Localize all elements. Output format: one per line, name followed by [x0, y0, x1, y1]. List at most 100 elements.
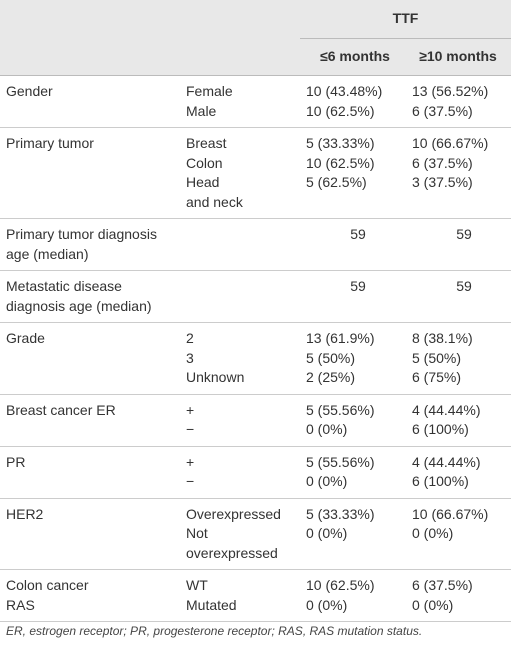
row-item: +5 (55.56%) 4 (44.44%) — [0, 401, 511, 421]
label-line: Primary tumor — [6, 135, 94, 151]
row-item: +5 (55.56%) 4 (44.44%) — [0, 453, 511, 473]
row-item: 59 59 — [0, 277, 511, 316]
sub-label: Head and neck — [186, 173, 301, 212]
cell-value: 13 (61.9%) — [306, 330, 375, 346]
cell-value: 6 (37.5%) — [412, 102, 473, 119]
row-item: − 0 (0%) 6 (100%) — [0, 420, 511, 440]
sub-label: Female — [186, 82, 301, 102]
cell-value: 3 (37.5%) — [412, 174, 473, 190]
sub-label: + — [186, 401, 301, 421]
label-line: Colon cancer — [6, 577, 89, 593]
sub-line: Breast — [186, 135, 227, 151]
label-line: RAS — [6, 596, 35, 613]
sub-line: overexpressed — [186, 544, 278, 561]
cell-value: 5 (55.56%) — [306, 453, 375, 470]
row-item: Colon 10 (62.5%) 6 (37.5%) — [0, 154, 511, 174]
cell-value: 5 (50%) — [306, 349, 356, 366]
sub-label: − — [186, 420, 301, 440]
sub-line: 2 — [186, 330, 194, 346]
row-item: Unknown 2 (25%) 6 (75%) — [0, 368, 511, 388]
row-group: Grade 2 13 (61.9%) 8 (38.1%) 3 5 (50%) 5 (50%)… — [0, 323, 511, 395]
row-group: Colon cancer RAS WT 10 (62.5%) 6 (37.5%) Muta… — [0, 570, 511, 622]
cell-value: 6 (100%) — [412, 473, 469, 489]
row-label: Colon cancer RAS — [6, 576, 181, 615]
sub-line: WT — [186, 577, 208, 593]
cell-value: 5 (33.33%) — [306, 135, 375, 151]
cell-value: 10 (62.5%) — [306, 154, 375, 171]
row-group: Metastatic disease diagnosis age (median)… — [0, 271, 511, 323]
column-header: ≥10 months — [419, 48, 497, 64]
footnote: ER, estrogen receptor; PR, progesterone … — [6, 624, 423, 638]
cell-value: 4 (44.44%) — [412, 401, 481, 418]
sub-line: Overexpressed — [186, 505, 281, 522]
row-label: Metastatic disease diagnosis age (median) — [6, 277, 181, 316]
cell-value: 10 (66.67%) — [412, 505, 489, 522]
row-item: 3 5 (50%) 5 (50%) — [0, 349, 511, 369]
sub-line: + — [186, 401, 195, 418]
sub-label: Male — [186, 102, 301, 122]
row-label: Primary tumor — [6, 134, 181, 154]
row-label: HER2 — [6, 505, 181, 525]
row-item: Mutated 0 (0%) 0 (0%) — [0, 596, 511, 616]
row-group: Gender Female 10 (43.48%) 13 (56.52%) Male 10… — [0, 76, 511, 128]
sub-line: Not — [186, 525, 208, 541]
sub-label: − — [186, 472, 301, 492]
sub-line: − — [186, 473, 195, 489]
row-label: Grade — [6, 329, 181, 349]
cell-value: 4 (44.44%) — [412, 453, 481, 470]
cell-value: 13 (56.52%) — [412, 83, 489, 99]
row-label: Gender — [6, 82, 181, 102]
cell-value: 6 (37.5%) — [412, 577, 473, 593]
cell-value: 5 (50%) — [412, 349, 462, 366]
cell-value: 59 — [456, 278, 472, 294]
label-line: Gender — [6, 83, 53, 99]
row-item: 2 13 (61.9%) 8 (38.1%) — [0, 329, 511, 349]
sub-label: Breast — [186, 134, 301, 154]
label-line: Breast cancer ER — [6, 401, 116, 418]
label-line: Primary tumor diagnosis — [6, 226, 157, 242]
cell-value: 2 (25%) — [306, 369, 356, 385]
row-item: Not overexpressed 0 (0%) 0 (0%) — [0, 524, 511, 563]
cell-value: 0 (0%) — [306, 596, 348, 613]
row-item: 59 59 — [0, 225, 511, 264]
cell-value: 59 — [456, 226, 472, 242]
sub-line: 3 — [186, 349, 194, 366]
cell-value: 5 (62.5%) — [306, 174, 367, 190]
row-item: WT 10 (62.5%) 6 (37.5%) — [0, 576, 511, 596]
cell-value: 0 (0%) — [306, 421, 348, 437]
row-item: Male 10 (62.5%) 6 (37.5%) — [0, 102, 511, 122]
cell-value: 0 (0%) — [306, 473, 348, 489]
sub-line: and neck — [186, 193, 243, 210]
sub-label: Unknown — [186, 368, 301, 388]
cell-value: 6 (37.5%) — [412, 154, 473, 171]
sub-label: Mutated — [186, 596, 301, 616]
sub-line: Male — [186, 102, 217, 119]
row-item: Female 10 (43.48%) 13 (56.52%) — [0, 82, 511, 102]
cell-value: 10 (62.5%) — [306, 577, 375, 593]
cell-value: 6 (100%) — [412, 421, 469, 437]
label-line: HER2 — [6, 505, 44, 522]
sub-line: Colon — [186, 154, 223, 171]
sub-label: Overexpressed — [186, 505, 301, 525]
cell-value: 10 (43.48%) — [306, 83, 383, 99]
cell-value: 5 (55.56%) — [306, 401, 375, 418]
row-group: HER2 Overexpressed 5 (33.33%) 10 (66.67%) No… — [0, 499, 511, 570]
row-group: PR +5 (55.56%) 4 (44.44%) − 0 (0%) 6 (100%) — [0, 447, 511, 499]
table-header: TTF ≤6 months ≥10 months — [0, 0, 511, 76]
row-item: − 0 (0%) 6 (100%) — [0, 472, 511, 492]
sub-line: Unknown — [186, 369, 245, 385]
cell-value: 59 — [350, 226, 366, 242]
sub-label: 2 — [186, 329, 301, 349]
sub-label: Colon — [186, 154, 301, 174]
cell-value: 59 — [350, 278, 366, 294]
sub-label: WT — [186, 576, 301, 596]
cell-value: 8 (38.1%) — [412, 330, 473, 346]
row-label: Primary tumor diagnosis age (median) — [6, 225, 181, 264]
column-header: ≤6 months — [320, 48, 390, 64]
row-group: Primary tumor Breast 5 (33.33%) 10 (66.67%)… — [0, 128, 511, 219]
sub-label: Not overexpressed — [186, 524, 301, 563]
cell-value: 10 (66.67%) — [412, 135, 489, 151]
header-rule — [300, 38, 511, 39]
sub-line: + — [186, 453, 195, 470]
